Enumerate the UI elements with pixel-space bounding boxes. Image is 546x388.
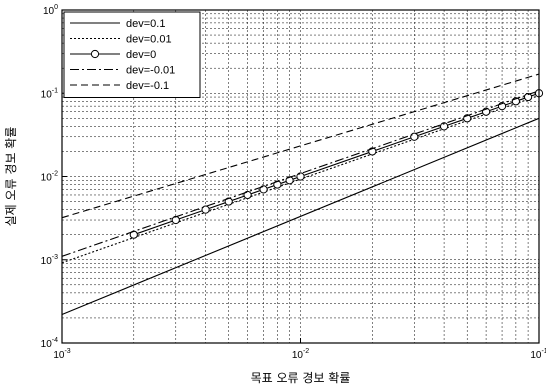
data-point [410,132,419,141]
x-tick-label: 10-1 [530,348,546,361]
y-tick-label: 10-1 [41,87,58,100]
y-tick-label: 10-2 [41,171,58,184]
series-line [61,117,540,315]
legend-label: dev=0.1 [126,18,165,30]
x-tick-label: 10-2 [292,348,309,361]
series-dev=-0.1 [61,73,540,219]
data-point [523,92,533,102]
series-line [61,90,540,257]
series-line [61,73,540,219]
y-tick-label: 10-3 [41,254,58,267]
x-axis-label: 목표 오류 경보 확률 [251,371,351,385]
legend-label: dev=-0.1 [126,80,169,92]
legend-label: dev=0.01 [126,34,172,46]
data-point [439,122,449,131]
legend: dev=0.1 dev=0.01 dev=0 dev=-0.01 dev=-0.1 [63,11,201,98]
data-point [201,205,210,214]
legend-label: dev=0 [126,49,156,61]
series-dev=-0.01 [61,90,540,257]
legend-label: dev=-0.01 [126,65,175,77]
series-dev=0.1 [61,117,540,315]
x-tick-label: 10-3 [53,348,70,361]
y-axis-label: 실제 오류 경보 확률 [4,127,18,227]
data-point [171,215,180,225]
data-point [243,190,252,200]
data-point [296,172,305,181]
y-tick-label: 100 [43,4,58,17]
legend-box [63,11,201,98]
y-tick-label: 10-4 [41,337,58,350]
legend-marker [90,49,100,59]
data-point [259,185,268,194]
grid [62,10,539,343]
